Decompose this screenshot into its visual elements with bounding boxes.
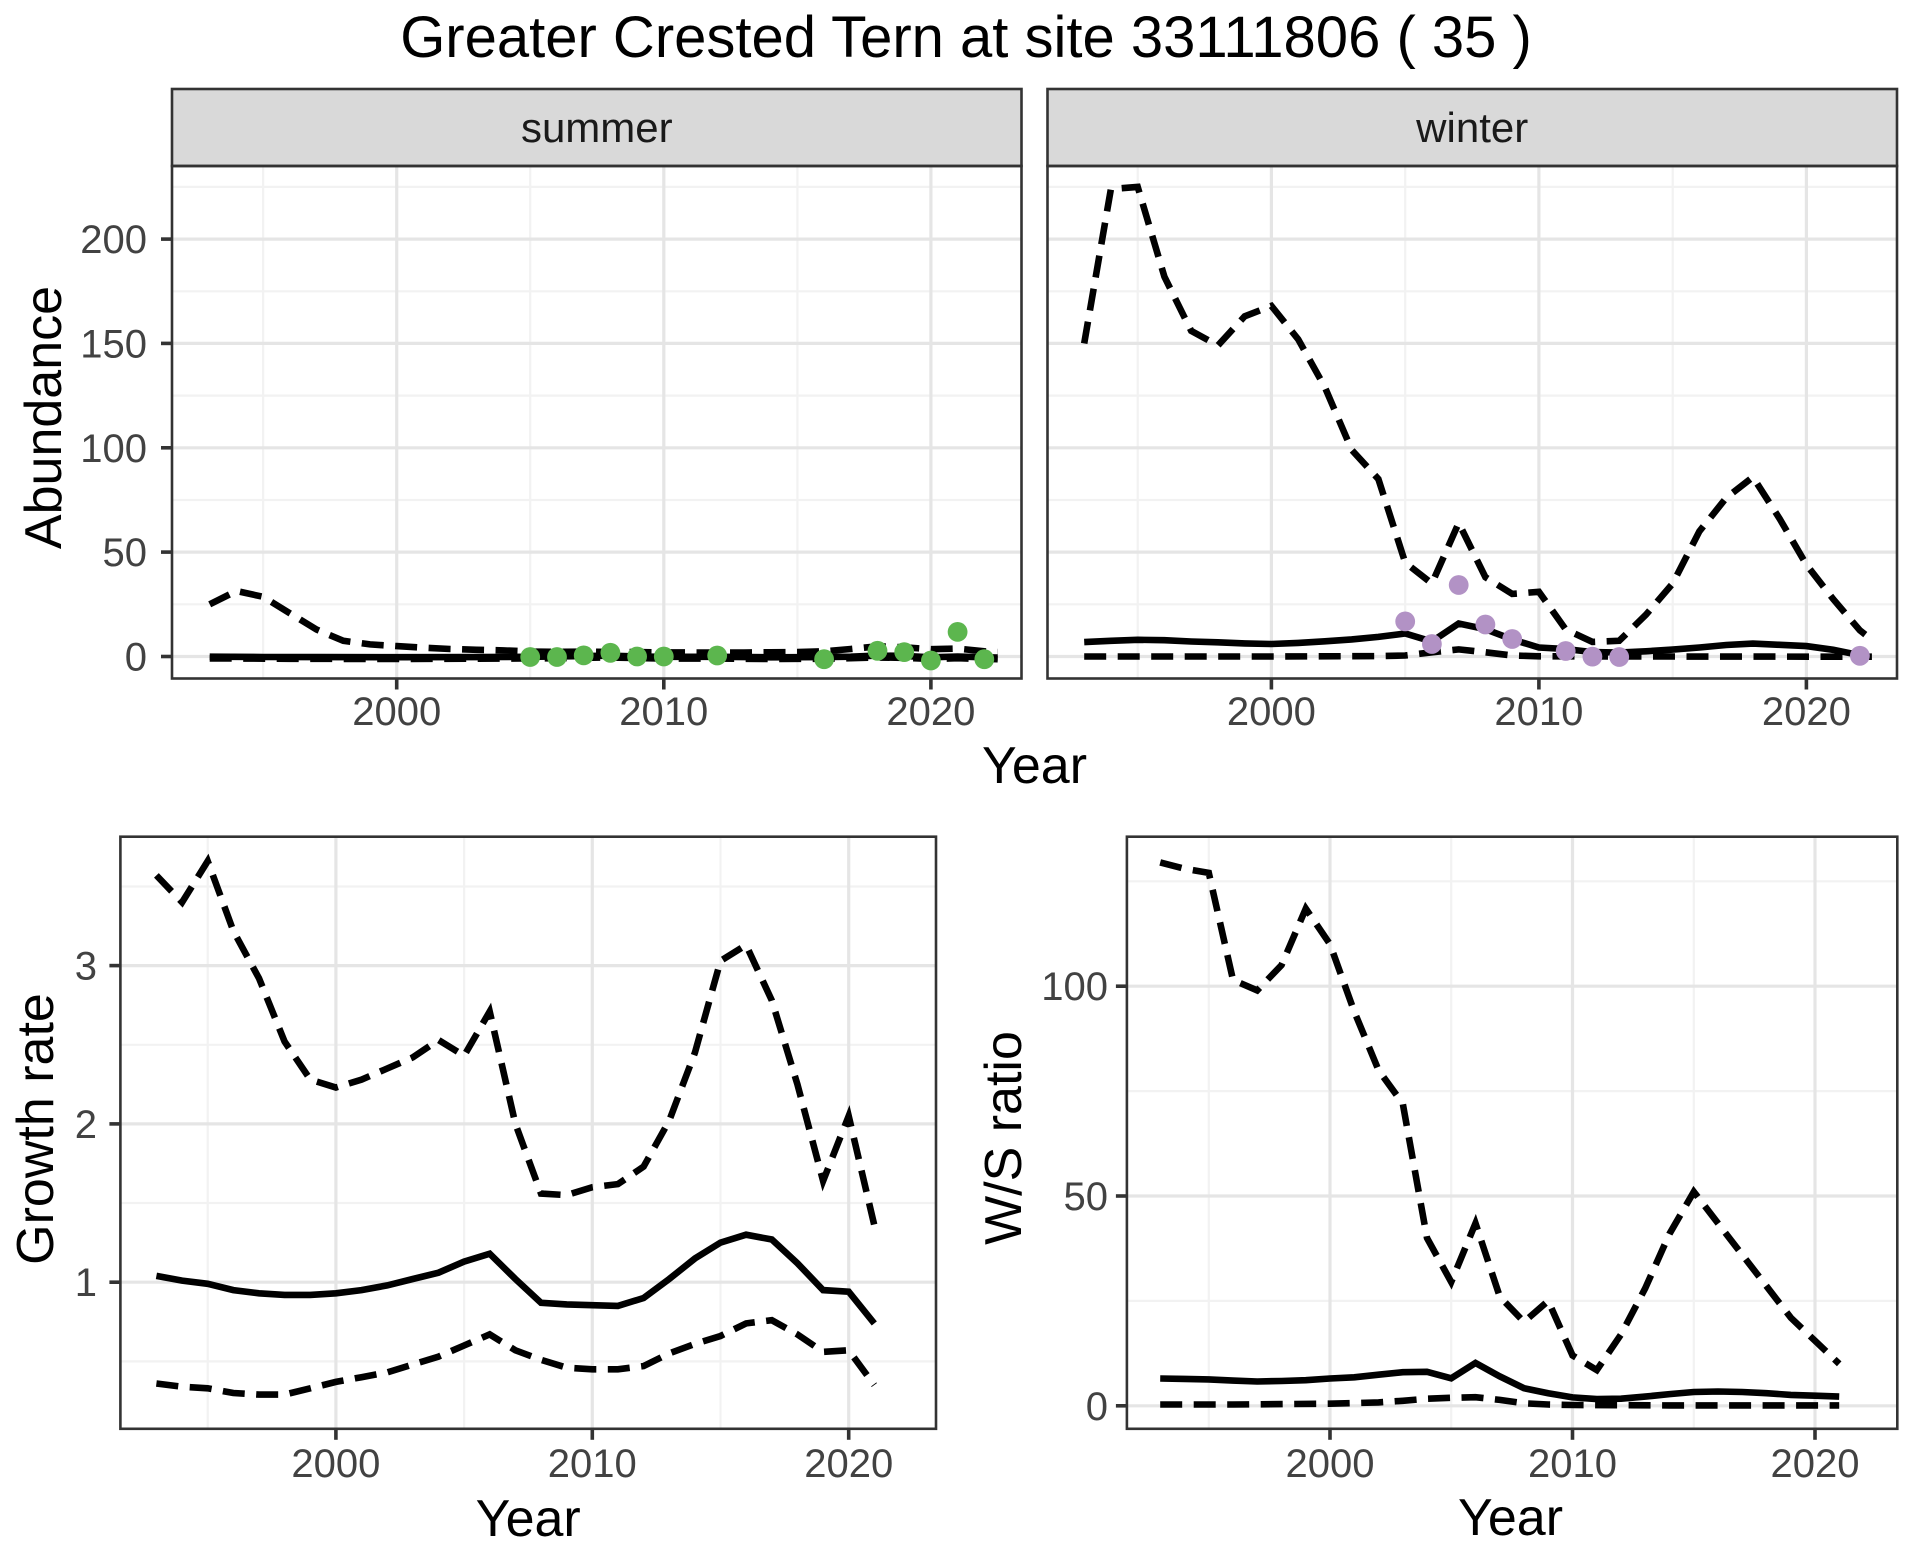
svg-text:3: 3 <box>75 945 97 989</box>
svg-text:summer: summer <box>521 104 673 151</box>
svg-text:Growth rate: Growth rate <box>7 993 65 1265</box>
svg-text:100: 100 <box>80 427 147 471</box>
svg-text:150: 150 <box>80 322 147 366</box>
svg-text:2020: 2020 <box>1762 690 1851 734</box>
svg-text:2010: 2010 <box>548 1442 637 1486</box>
svg-text:Year: Year <box>1458 1489 1563 1547</box>
svg-text:Year: Year <box>982 737 1087 795</box>
svg-text:2000: 2000 <box>352 690 441 734</box>
svg-text:50: 50 <box>1064 1175 1109 1219</box>
svg-text:100: 100 <box>1041 965 1108 1009</box>
svg-text:2020: 2020 <box>886 690 975 734</box>
svg-text:2000: 2000 <box>291 1442 380 1486</box>
svg-text:Abundance: Abundance <box>15 286 73 549</box>
svg-text:winter: winter <box>1415 104 1528 151</box>
svg-text:2000: 2000 <box>1227 690 1316 734</box>
svg-text:50: 50 <box>103 531 148 575</box>
svg-text:2000: 2000 <box>1286 1442 1375 1486</box>
svg-text:0: 0 <box>1086 1385 1108 1429</box>
svg-text:2: 2 <box>75 1103 97 1147</box>
svg-text:Year: Year <box>476 1490 581 1548</box>
svg-text:2010: 2010 <box>1494 690 1583 734</box>
svg-text:1: 1 <box>75 1261 97 1305</box>
svg-text:2010: 2010 <box>619 690 708 734</box>
svg-text:2020: 2020 <box>1771 1442 1860 1486</box>
svg-text:2020: 2020 <box>804 1442 893 1486</box>
svg-text:Greater Crested Tern at site 3: Greater Crested Tern at site 33111806 ( … <box>400 5 1532 70</box>
svg-text:2010: 2010 <box>1528 1442 1617 1486</box>
svg-text:200: 200 <box>80 218 147 262</box>
svg-text:W/S ratio: W/S ratio <box>975 1031 1033 1245</box>
svg-text:0: 0 <box>125 636 147 680</box>
